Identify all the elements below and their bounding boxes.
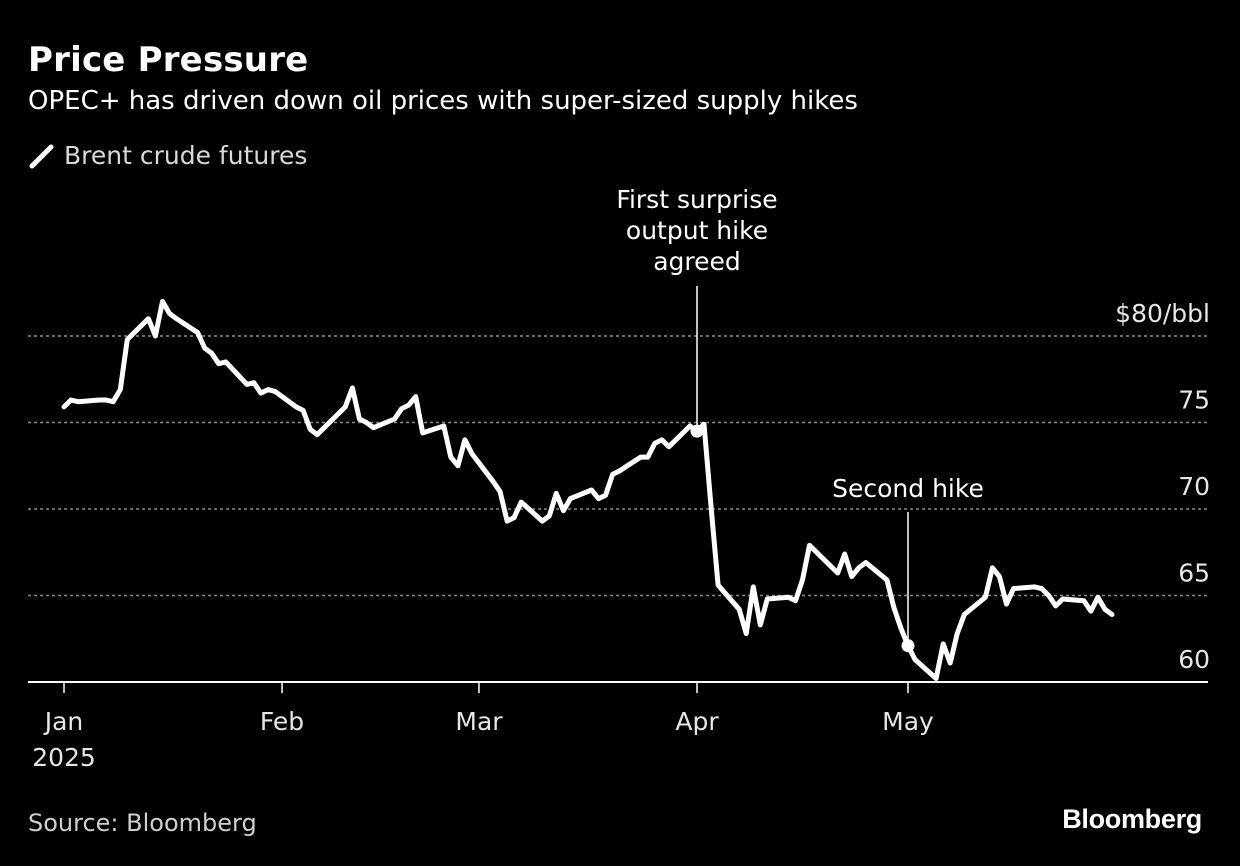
series-line-brent [61, 298, 1115, 681]
y-tick-label: $80/bbl [1115, 299, 1210, 328]
chart-title: Price Pressure [28, 40, 309, 80]
x-tick-label: Feb [260, 707, 304, 736]
x-tick-label: May [882, 707, 934, 736]
y-tick-label: 75 [1178, 386, 1210, 415]
annotation-label: First surprise [616, 185, 777, 214]
legend: Brent crude futures [28, 141, 307, 170]
chart-subtitle: OPEC+ has driven down oil prices with su… [28, 86, 858, 116]
annotation-marker [901, 639, 915, 653]
line-swatch-icon [28, 143, 54, 169]
annotation-marker [690, 424, 704, 438]
y-tick-label: 60 [1178, 645, 1210, 674]
source-note: Source: Bloomberg [28, 809, 257, 837]
x-tick-label: Mar [455, 707, 503, 736]
y-tick-label: 70 [1178, 472, 1210, 501]
y-tick-label: 65 [1178, 559, 1210, 588]
x-tick-sublabel: 2025 [32, 743, 96, 772]
x-tick-label: Apr [675, 707, 719, 736]
bloomberg-logo: Bloomberg [1062, 804, 1202, 834]
annotation-label: output hike [626, 216, 768, 245]
annotation-label: Second hike [832, 474, 984, 503]
legend-label: Brent crude futures [64, 141, 308, 170]
annotation-label: agreed [653, 247, 741, 276]
x-tick-label: Jan [43, 707, 84, 736]
